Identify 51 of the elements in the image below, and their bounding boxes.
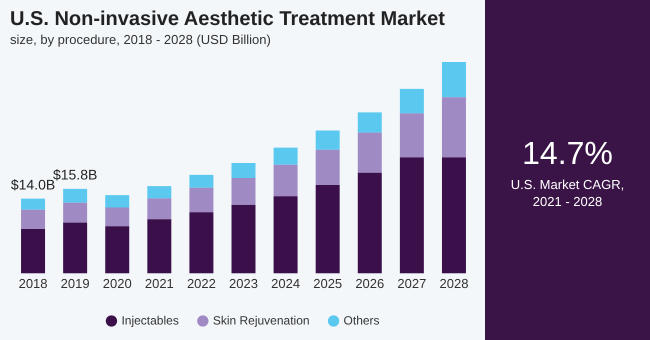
bar	[232, 204, 256, 274]
bar	[316, 185, 340, 274]
chart-title: U.S. Non-invasive Aesthetic Treatment Market	[10, 8, 445, 31]
bar	[442, 157, 466, 274]
side-panel: 14.7% U.S. Market CAGR, 2021 - 2028	[485, 0, 650, 340]
bar	[21, 229, 46, 274]
bar	[21, 210, 46, 230]
x-tick-label: 2019	[60, 276, 90, 291]
x-tick-label: 2018	[18, 276, 48, 291]
x-tick-label: 2021	[144, 276, 174, 291]
annotation: $15.8B	[52, 166, 98, 183]
bar	[400, 113, 424, 158]
legend-label: Injectables	[121, 313, 179, 328]
bar	[274, 164, 298, 196]
x-tick-label: 2024	[271, 276, 300, 291]
bar	[358, 112, 382, 133]
bar	[232, 163, 256, 178]
bar	[21, 198, 46, 210]
bar	[105, 195, 130, 208]
legend-label: Others	[344, 313, 380, 328]
bar	[442, 62, 466, 98]
x-tick-label: 2023	[229, 276, 258, 291]
x-tick-label: 2026	[355, 276, 384, 291]
bar	[189, 174, 214, 188]
bar	[400, 88, 424, 114]
bar	[189, 188, 214, 212]
bar	[189, 212, 214, 274]
bar	[63, 188, 88, 203]
x-tick-label: 2028	[439, 276, 468, 291]
bar	[274, 148, 298, 165]
bar	[147, 186, 172, 198]
bar	[358, 172, 382, 274]
bar	[316, 150, 340, 186]
bar	[274, 196, 298, 274]
bar	[232, 178, 256, 205]
x-tick-label: 2027	[397, 276, 426, 291]
chart-subtitle: size, by procedure, 2018 - 2028 (USD Billion)	[10, 32, 271, 47]
bar	[147, 219, 172, 274]
bar	[147, 198, 172, 220]
x-tick-label: 2020	[102, 276, 132, 291]
x-tick-label: 2022	[186, 276, 216, 291]
bar	[358, 132, 382, 173]
bar	[105, 207, 130, 226]
bar	[442, 97, 466, 158]
bar	[316, 130, 340, 150]
x-tick-label: 2025	[313, 276, 342, 291]
bar	[63, 202, 88, 223]
bar	[63, 222, 88, 274]
bar	[105, 226, 130, 274]
bar	[400, 157, 424, 274]
legend-label: Skin Rejuvenation	[212, 313, 310, 328]
